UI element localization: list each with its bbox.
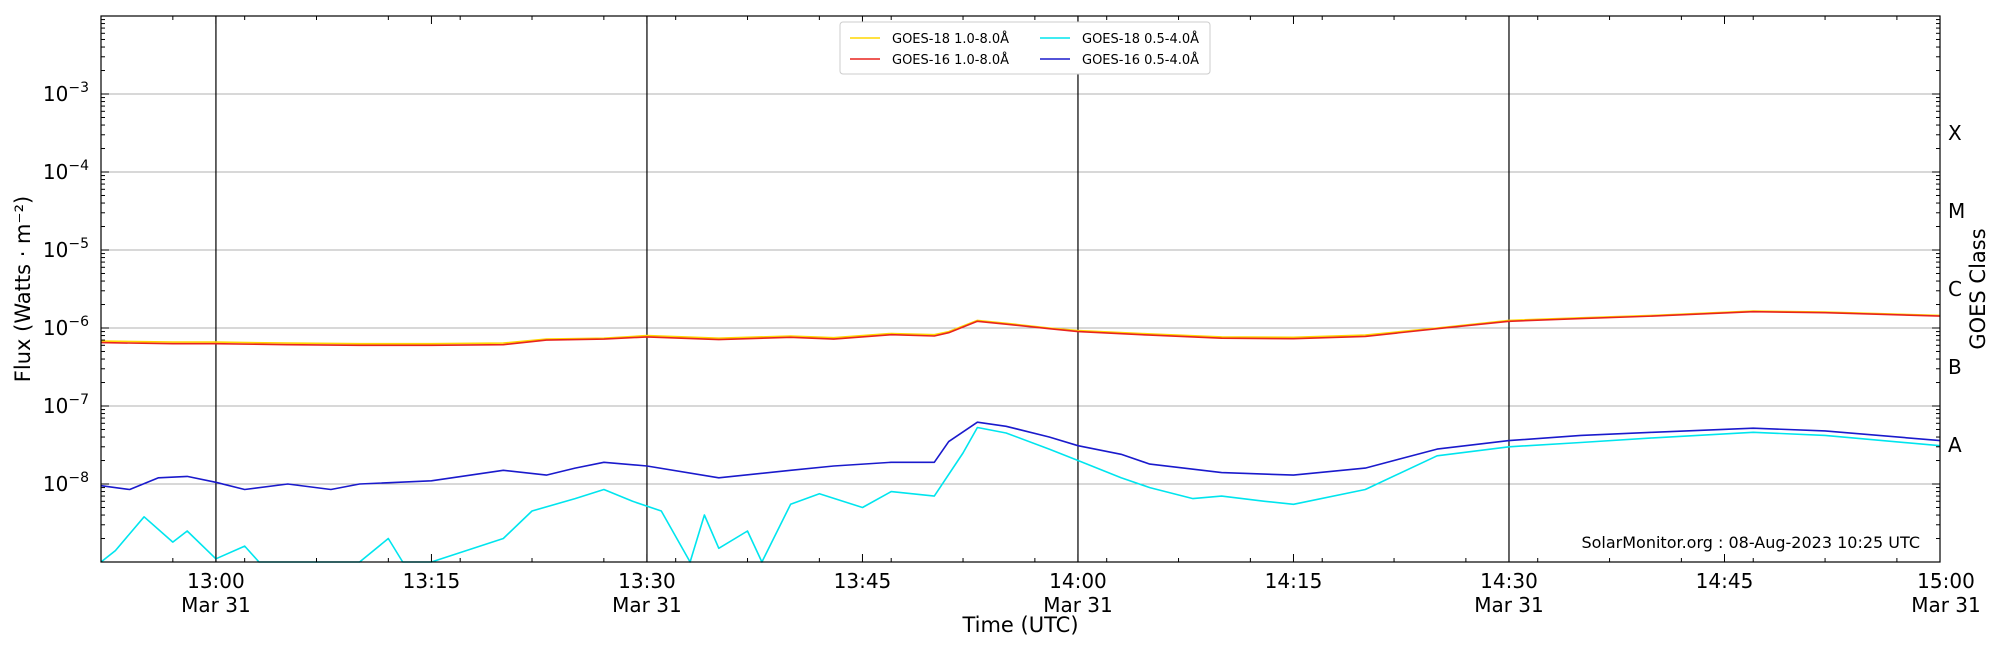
y-tick-label: 10−6 — [43, 314, 89, 340]
legend-entry-1: GOES-18 1.0-8.0Å — [892, 31, 1009, 47]
plot-border — [100, 15, 1941, 563]
x-tick-label: 14:15 — [1265, 569, 1323, 593]
series-lines — [100, 310, 1941, 563]
y-tick-label: 10−8 — [43, 470, 89, 496]
legend-box — [839, 21, 1211, 75]
x-tick-sublabel: Mar 31 — [1474, 593, 1544, 617]
y-axis-label: Flux (Watts · m⁻²) — [11, 196, 35, 382]
y-tick-label: 10−7 — [43, 392, 89, 418]
grid-lines — [101, 93, 1940, 485]
x-tick-label: 13:00 — [187, 569, 245, 593]
x-axis-label: Time (UTC) — [961, 613, 1078, 637]
y-tick-label: 10−5 — [43, 236, 89, 262]
x-tick-label: 13:15 — [403, 569, 461, 593]
watermark-annotation: SolarMonitor.org : 08-Aug-2023 10:25 UTC — [1581, 533, 1920, 552]
axis-labels: Time (UTC) Flux (Watts · m⁻²) GOES Class — [11, 196, 1990, 637]
y-tick-label: 10−3 — [43, 80, 89, 106]
x-tick-label: 14:00 — [1049, 569, 1107, 593]
x-tick-label: 15:00 — [1917, 569, 1975, 593]
series-line-4 — [100, 421, 1941, 491]
x-tick-label: 13:45 — [834, 569, 892, 593]
legend-entry-4: GOES-16 0.5-4.0Å — [1082, 52, 1199, 68]
x-tick-label: 13:30 — [618, 569, 676, 593]
x-tick-label: 14:30 — [1480, 569, 1538, 593]
goes-class-label: A — [1948, 433, 1962, 457]
series-line-2 — [100, 310, 1941, 347]
plot-frame — [100, 15, 1941, 563]
x-tick-sublabel: Mar 31 — [1911, 593, 1981, 617]
vertical-lines — [215, 16, 1510, 562]
goes-class-axis-label: GOES Class — [1966, 228, 1990, 349]
y-tick-label: 10−4 — [43, 158, 89, 184]
x-tick-label: 14:45 — [1696, 569, 1754, 593]
x-tick-sublabel: Mar 31 — [181, 593, 251, 617]
legend-entry-3: GOES-18 0.5-4.0Å — [1082, 31, 1199, 47]
goes-class-label: B — [1948, 355, 1962, 379]
goes-class-label: X — [1948, 121, 1962, 145]
x-tick-sublabel: Mar 31 — [612, 593, 682, 617]
x-tick-sublabel: Mar 31 — [1043, 593, 1113, 617]
series-line-1 — [100, 310, 1941, 345]
goes-class-label: C — [1948, 277, 1962, 301]
legend-entry-2: GOES-16 1.0-8.0Å — [892, 52, 1009, 68]
legend: GOES-18 1.0-8.0Å GOES-16 1.0-8.0Å GOES-18 … — [839, 21, 1211, 75]
goes-class-label: M — [1948, 199, 1965, 223]
